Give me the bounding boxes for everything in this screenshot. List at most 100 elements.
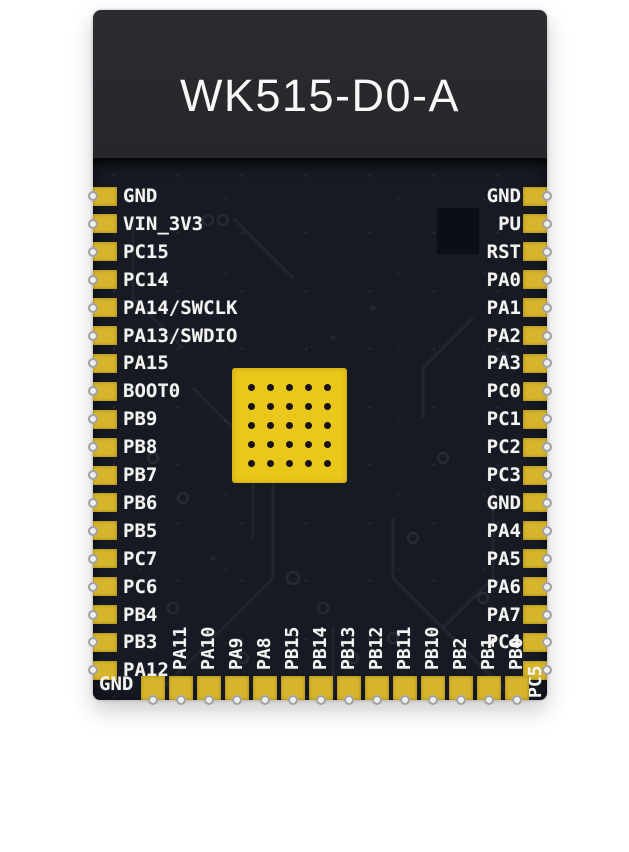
pin-pad xyxy=(523,242,552,262)
pin-label: PA3 xyxy=(486,352,521,375)
pin-label: PB13 xyxy=(338,626,359,670)
pin-label: GND xyxy=(123,185,158,207)
castellation-hole xyxy=(88,386,98,397)
pin-pad xyxy=(449,676,473,705)
pin-label: PC5 xyxy=(525,665,546,698)
castellation-hole xyxy=(542,302,552,313)
pin-pad xyxy=(523,326,552,345)
pin-pad xyxy=(523,632,552,652)
pin-label: PA10 xyxy=(198,626,219,670)
castellation-hole xyxy=(400,695,410,705)
castellation-hole xyxy=(542,442,552,453)
via-dot xyxy=(248,403,255,410)
pin-pad xyxy=(523,409,552,429)
via-dot xyxy=(248,460,255,467)
pin-label: PC0 xyxy=(486,380,521,403)
via-dot xyxy=(324,460,331,467)
pin-pad xyxy=(505,676,529,705)
pin-pad xyxy=(88,437,117,457)
castellation-hole xyxy=(542,274,552,285)
pin-label: PB10 xyxy=(422,626,443,670)
castellation-hole xyxy=(542,470,552,480)
castellation-hole xyxy=(288,695,298,705)
castellation-hole xyxy=(148,695,158,705)
pin-pad xyxy=(88,632,117,652)
pin-pad xyxy=(523,660,552,680)
pin-label: PA5 xyxy=(486,547,521,570)
pin-label: PC14 xyxy=(123,268,169,291)
pin-label: PB8 xyxy=(123,436,158,459)
via-dot xyxy=(286,460,293,467)
pin-label: PA15 xyxy=(123,352,169,375)
pin-label: PU xyxy=(498,212,521,235)
castellation-hole xyxy=(428,695,438,705)
pin-label: PA1 xyxy=(486,296,521,319)
pin-label: PA12 xyxy=(123,659,169,682)
castellation-hole xyxy=(88,302,98,313)
pin-pad xyxy=(88,270,117,290)
pin-pad xyxy=(88,353,117,373)
pin-pad xyxy=(169,676,193,705)
pin-pad xyxy=(523,605,552,624)
castellation-hole xyxy=(88,553,98,564)
castellation-hole xyxy=(88,442,98,453)
castellation-hole xyxy=(372,695,382,705)
pin-pad xyxy=(523,270,552,290)
pin-pad xyxy=(523,214,552,234)
pin-pad xyxy=(88,605,117,624)
via-dot xyxy=(286,441,293,448)
pin-pad xyxy=(365,676,389,705)
pin-pad xyxy=(88,409,117,429)
castellation-hole xyxy=(88,274,98,285)
pin-pad xyxy=(225,676,249,705)
castellation-hole xyxy=(542,525,552,536)
pin-pad xyxy=(523,577,552,597)
pin-pad xyxy=(88,660,117,680)
pin-label: PC6 xyxy=(123,575,158,598)
castellation-hole xyxy=(542,665,552,676)
via-dot xyxy=(248,384,255,391)
castellation-hole xyxy=(88,191,98,201)
castellation-hole xyxy=(176,695,186,705)
castellation-hole xyxy=(456,695,466,705)
castellation-hole xyxy=(260,695,270,705)
pin-pad xyxy=(523,381,552,401)
via-dot xyxy=(267,384,274,391)
pin-pad xyxy=(88,214,117,234)
pin-label: PA0 xyxy=(486,268,521,291)
via-dot xyxy=(286,403,293,410)
castellation-hole xyxy=(542,497,552,508)
via-dot xyxy=(286,422,293,429)
pin-pad xyxy=(523,521,552,541)
castellation-hole xyxy=(88,665,98,676)
thermal-pad xyxy=(232,368,347,483)
pin-pad xyxy=(523,549,552,569)
castellation-hole xyxy=(316,695,326,705)
castellation-hole xyxy=(344,695,354,705)
pin-pad xyxy=(523,186,552,206)
pin-pad xyxy=(523,465,552,485)
castellation-hole xyxy=(484,695,494,705)
pin-pad xyxy=(88,326,117,345)
pin-label: PB14 xyxy=(310,626,331,670)
pin-label: PA14/SWCLK xyxy=(123,296,238,319)
castellation-hole xyxy=(542,246,552,257)
via-dot xyxy=(267,460,274,467)
pin-label: PB6 xyxy=(123,491,158,514)
pin-label: PA4 xyxy=(486,519,521,542)
pin-label: PA6 xyxy=(486,575,521,598)
via-dot xyxy=(305,441,312,448)
castellation-hole xyxy=(88,358,98,369)
via-dot xyxy=(305,460,312,467)
castellation-hole xyxy=(88,637,98,648)
wifi-module: WK515-D0-A xyxy=(88,10,552,705)
pin-label: GND xyxy=(99,673,134,695)
castellation-hole xyxy=(542,609,552,620)
pin-pad xyxy=(141,676,165,705)
pin-pad xyxy=(477,676,501,705)
pin-label: PC15 xyxy=(123,240,169,263)
castellation-hole xyxy=(542,414,552,425)
pin-label: PB4 xyxy=(123,603,158,626)
pin-label: PB2 xyxy=(450,637,471,670)
via-dot xyxy=(324,384,331,391)
